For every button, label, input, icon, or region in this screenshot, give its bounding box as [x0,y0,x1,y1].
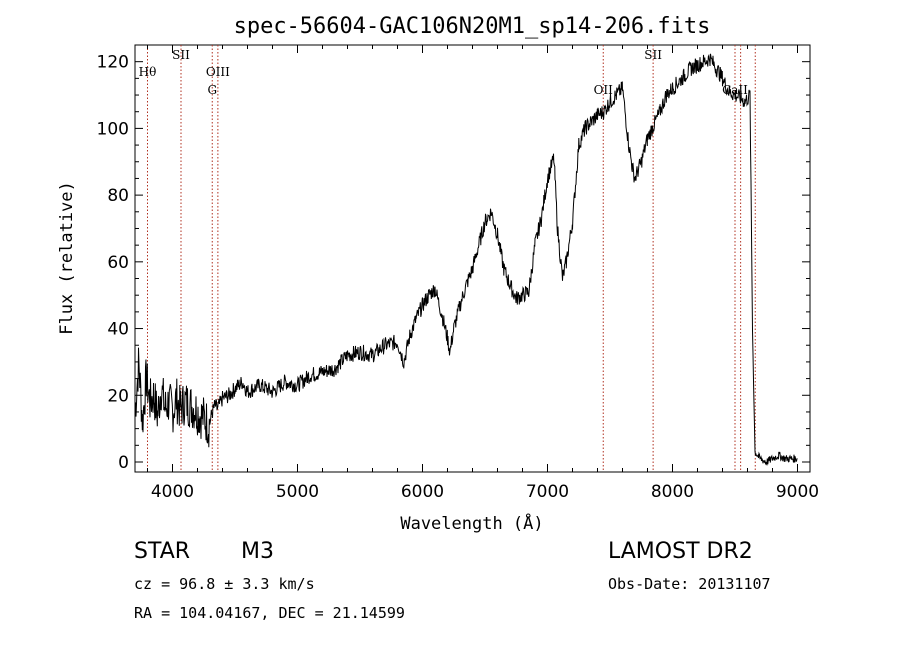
radec-label: RA = 104.04167, DEC = 21.14599 [134,604,405,622]
x-tick-label: 7000 [526,482,569,502]
y-axis-label: Flux (relative) [57,181,77,335]
y-tick-label: 80 [107,186,129,206]
survey-label: LAMOST DR2 [608,539,753,564]
x-tick-label: 6000 [401,482,444,502]
subclass-label: M3 [241,539,274,564]
y-tick-label: 40 [107,320,129,340]
obs-date-label: Obs-Date: 20131107 [608,575,771,593]
chart-title: spec-56604-GAC106N20M1_sp14-206.fits [234,14,711,39]
y-tick-label: 100 [97,119,129,139]
spectrum-line [134,53,798,467]
plot-frame [134,44,811,473]
spectral-line-markers [147,45,756,472]
x-tick-label: 9000 [776,482,819,502]
spectral-line-label: G [207,83,217,97]
y-tick-label: 0 [118,453,129,473]
y-axis-ticks: 0 20 40 60 80 100 120 [97,53,810,473]
star-type-label: STAR [134,539,191,564]
spectral-line-label: OII [594,83,614,97]
x-tick-label: 8000 [651,482,694,502]
spectral-line-label: OIII [206,65,230,79]
y-tick-label: 20 [107,386,129,406]
y-tick-label: 120 [97,53,129,73]
x-axis-ticks: 4000 5000 6000 7000 8000 9000 [147,45,819,502]
spectral-line-label: SII [172,48,190,62]
y-tick-label: 60 [107,253,129,273]
cz-label: cz = 96.8 ± 3.3 km/s [134,575,315,593]
x-tick-label: 5000 [276,482,319,502]
spectral-line-label: SII [644,48,662,62]
x-axis-label: Wavelength (Å) [400,512,543,534]
spectral-line-label: Hθ [139,65,157,79]
x-tick-label: 4000 [151,482,194,502]
